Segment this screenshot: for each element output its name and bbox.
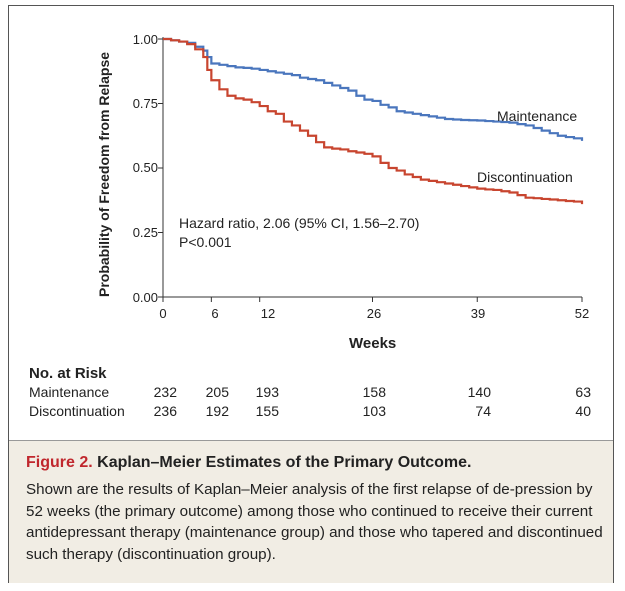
risk-row-label: Discontinuation	[29, 403, 125, 419]
caption-title: Figure 2. Kaplan–Meier Estimates of the …	[26, 454, 471, 472]
x-tick-label: 26	[366, 306, 382, 321]
risk-value: 192	[205, 403, 229, 419]
figure-caption: Figure 2. Kaplan–Meier Estimates of the …	[9, 440, 613, 583]
risk-value: 232	[153, 384, 177, 400]
hazard-ratio-text: Hazard ratio, 2.06 (95% CI, 1.56–2.70)	[179, 215, 420, 231]
risk-value: 63	[575, 384, 591, 400]
risk-row-label: Maintenance	[29, 384, 110, 400]
caption-text: Shown are the results of Kaplan–Meier an…	[26, 481, 603, 563]
y-tick-label: 0.50	[132, 160, 158, 175]
x-tick-label: 39	[470, 306, 486, 321]
risk-value: 158	[362, 384, 386, 400]
p-value-text: P<0.001	[179, 234, 232, 250]
series-label-maintenance: Maintenance	[497, 108, 578, 124]
risk-value: 155	[255, 403, 279, 419]
series-label-discontinuation: Discontinuation	[477, 169, 573, 185]
figure-title: Kaplan–Meier Estimates of the Primary Ou…	[97, 454, 472, 471]
survival-curves	[163, 37, 584, 205]
x-axis-label: Weeks	[349, 335, 397, 352]
y-tick-label: 0.00	[132, 290, 158, 305]
risk-value: 40	[575, 403, 591, 419]
y-tick-label: 0.25	[132, 225, 158, 240]
y-tick-label: 0.75	[132, 96, 158, 111]
series-line-discontinuation	[163, 37, 584, 205]
figure-number: Figure 2.	[26, 454, 93, 471]
risk-value: 140	[467, 384, 491, 400]
risk-value: 193	[255, 384, 279, 400]
x-tick-label: 0	[159, 306, 167, 321]
risk-value: 74	[475, 403, 491, 419]
risk-value: 205	[205, 384, 229, 400]
axes	[158, 37, 583, 302]
series-line-maintenance	[163, 37, 584, 141]
risk-value: 103	[362, 403, 386, 419]
y-tick-label: 1.00	[132, 32, 158, 47]
x-tick-label: 52	[574, 306, 590, 321]
x-tick-label: 12	[260, 306, 276, 321]
risk-value: 236	[153, 403, 177, 419]
x-tick-label: 6	[211, 306, 219, 321]
risk-table-title: No. at Risk	[29, 365, 107, 382]
